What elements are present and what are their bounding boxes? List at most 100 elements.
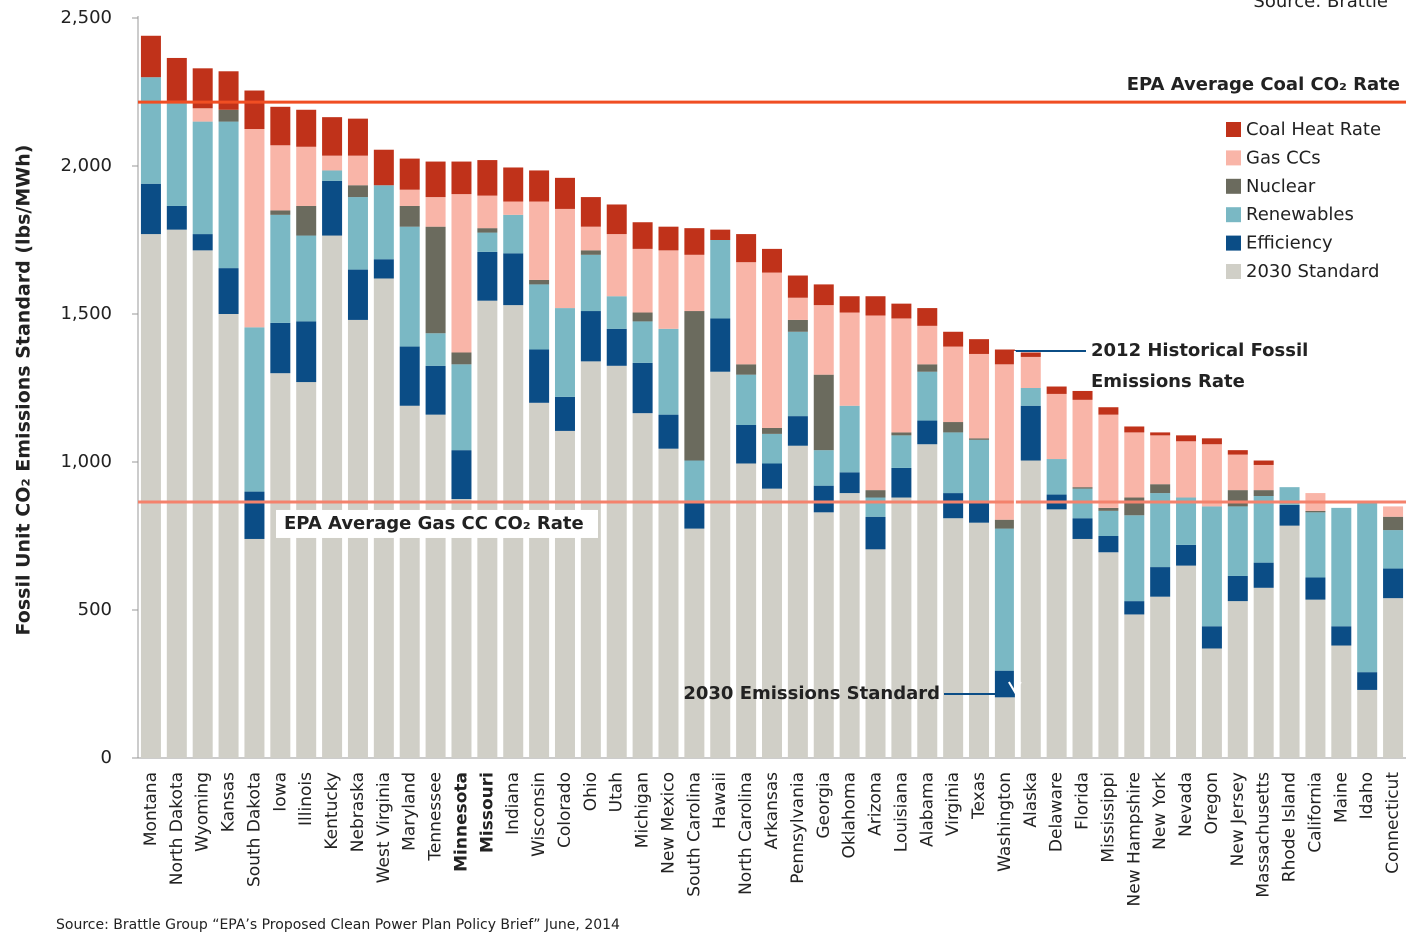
bar-segment xyxy=(606,365,627,758)
x-tick-label: Rhode Island xyxy=(1280,772,1300,882)
bar-segment xyxy=(1201,506,1222,627)
bar-segment xyxy=(787,275,808,298)
x-tick-label: California xyxy=(1305,772,1325,853)
bar-segment xyxy=(969,439,990,504)
bar-segment xyxy=(994,349,1015,365)
bar-segment xyxy=(1020,356,1041,388)
bar-segment xyxy=(347,155,368,186)
bar-segment xyxy=(347,197,368,270)
bar-segment xyxy=(399,205,420,227)
bar-segment xyxy=(865,497,886,517)
bar-segment xyxy=(736,262,757,365)
bar-segment xyxy=(1201,626,1222,649)
bar-segment xyxy=(296,382,317,758)
bar-segment xyxy=(244,327,265,492)
x-tick-label: Nevada xyxy=(1176,772,1196,837)
bar-segment xyxy=(1253,464,1274,491)
bar-segment xyxy=(347,185,368,198)
bar-segment xyxy=(1020,388,1041,406)
bar-segment xyxy=(1383,506,1404,517)
bar-segment xyxy=(1150,493,1171,568)
bar-segment xyxy=(580,197,601,227)
x-tick-label: Arkansas xyxy=(762,772,782,850)
bar-segment xyxy=(736,463,757,758)
bar-segment xyxy=(244,90,265,129)
bar-segment xyxy=(1253,587,1274,758)
bar-segment xyxy=(1253,460,1274,465)
bar-segment xyxy=(347,319,368,758)
x-tick-label: Maine xyxy=(1331,772,1351,823)
bar-segment xyxy=(1227,454,1248,491)
bar-segment xyxy=(477,195,498,229)
bar-segment xyxy=(192,234,213,251)
bar-segment xyxy=(1124,432,1145,498)
bar-segment xyxy=(192,68,213,109)
x-tick-label: New York xyxy=(1150,772,1170,850)
bar-segment xyxy=(1176,565,1197,758)
bar-segment xyxy=(762,433,782,464)
bar-segment xyxy=(891,318,912,433)
bar-segment xyxy=(813,305,834,375)
bar-segment xyxy=(425,414,446,758)
x-tick-label: Connecticut xyxy=(1383,772,1403,874)
bar-segment xyxy=(839,312,860,406)
bar-segment xyxy=(1098,536,1119,553)
annotation: Emissions Rate xyxy=(1091,371,1245,392)
bar-segment xyxy=(554,396,575,431)
x-tick-label: Indiana xyxy=(503,772,523,835)
bar-segment xyxy=(140,234,161,758)
bar-segment xyxy=(762,463,782,489)
bar-segment xyxy=(762,488,782,758)
bar-segment xyxy=(917,371,938,421)
reference-label: EPA Average Gas CC CO₂ Rate xyxy=(284,513,584,534)
top-note: Source: Brattle xyxy=(1253,0,1388,12)
y-tick-label: 500 xyxy=(78,599,112,620)
bar-segment xyxy=(969,522,990,758)
bar-segment xyxy=(399,158,420,190)
bar-segment xyxy=(1253,562,1274,588)
reference-label-bg xyxy=(276,509,598,538)
bar-segment xyxy=(1020,352,1041,357)
bar-segment xyxy=(192,108,213,122)
bar-segment xyxy=(762,248,782,273)
bar-segment xyxy=(529,402,550,758)
x-tick-label: Missouri xyxy=(477,772,497,853)
bar-segment xyxy=(140,35,161,78)
bar-segment xyxy=(451,499,472,758)
bar-segment xyxy=(270,145,291,211)
bar-segment xyxy=(1176,435,1197,442)
bar-segment xyxy=(606,204,627,235)
bar-segment xyxy=(529,279,550,285)
x-tick-label: South Dakota xyxy=(244,772,264,887)
source: Source: Brattle Group “EPA’s Proposed Cl… xyxy=(56,917,620,932)
bar-segment xyxy=(580,361,601,758)
y-tick-label: 2,500 xyxy=(60,7,112,28)
bar-segment xyxy=(554,308,575,397)
bar-segment xyxy=(554,430,575,758)
bar-segment xyxy=(218,314,239,758)
annotation: 2012 Historical Fossil xyxy=(1091,340,1308,361)
bar-segment xyxy=(813,512,834,758)
bar-segment xyxy=(632,413,653,758)
x-tick-label: New Hampshire xyxy=(1124,772,1144,906)
bar-segment xyxy=(839,493,860,758)
x-tick-label: Maryland xyxy=(400,772,420,851)
bar-segment xyxy=(477,160,498,196)
bar-segment xyxy=(373,185,394,260)
bar-segment xyxy=(451,364,472,451)
bar-segment xyxy=(1124,601,1145,615)
bar-segment xyxy=(917,444,938,758)
bar-segment xyxy=(1176,544,1197,566)
bar-segment xyxy=(1072,487,1093,489)
bar-segment xyxy=(1305,577,1326,600)
bar-segment xyxy=(1201,444,1222,507)
bar-segment xyxy=(554,177,575,209)
bar-segment xyxy=(1383,516,1404,531)
bar-segment xyxy=(994,528,1015,671)
bar-segment xyxy=(192,121,213,235)
bar-segment xyxy=(451,352,472,365)
bar-segment xyxy=(1046,393,1067,460)
bar-segment xyxy=(1098,407,1119,415)
bar-segment xyxy=(347,118,368,156)
